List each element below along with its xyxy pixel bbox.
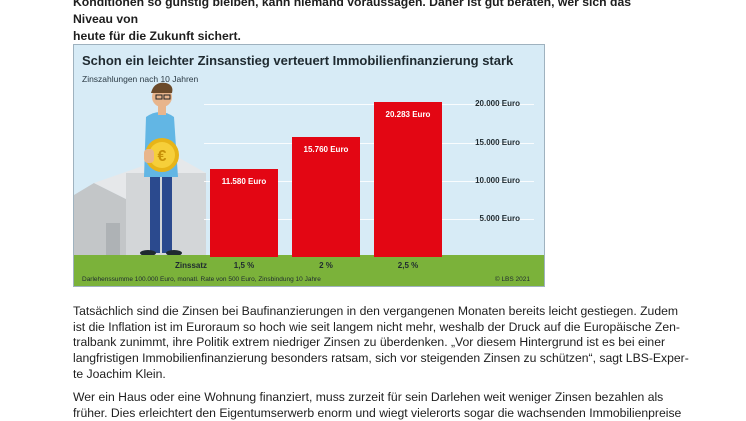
category-label: 1,5 %: [233, 261, 255, 270]
category-label: 2 %: [319, 261, 333, 270]
y-tick-label: 15.000 Euro: [475, 138, 520, 147]
house-and-man-illustration: €: [74, 82, 206, 257]
gridline: [204, 181, 534, 182]
paragraph-1-line: ist die Inflation ist im Euroraum so hoc…: [73, 319, 680, 334]
intro-paragraph: Konditionen so günstig bleiben, kann nie…: [73, 0, 633, 51]
bar-value-label: 11.580 Euro: [221, 177, 267, 186]
category-label: 2,5 %: [397, 261, 419, 270]
paragraph-2-line: Wer ein Haus oder eine Wohnung finanzier…: [73, 390, 664, 404]
svg-text:€: €: [158, 148, 167, 165]
bar-value-label: 15.760 Euro: [303, 145, 349, 154]
ground-strip: [74, 255, 544, 286]
interest-rate-caption: Zinssatz: [175, 261, 208, 270]
paragraph-2: Wer ein Haus oder eine Wohnung finanzier…: [73, 390, 682, 421]
infographic: € Schon ein leichter Zinsanstieg verteue…: [73, 44, 545, 287]
paragraph-1-line: te Joachim Klein.: [73, 366, 166, 381]
bar: [292, 137, 360, 257]
copyright-note: © LBS 2021: [494, 276, 530, 283]
gridline: [204, 143, 534, 144]
bar-value-label: 20.283 Euro: [385, 110, 431, 119]
chart-title: Schon ein leichter Zinsanstieg verteuert…: [82, 53, 514, 68]
gridline: [204, 219, 534, 220]
house-icon: [74, 155, 206, 257]
footnote: Darlehenssumme 100.000 Euro, monatl. Rat…: [82, 276, 321, 283]
chart-subtitle: Zinszahlungen nach 10 Jahren: [82, 74, 199, 84]
bar: [210, 169, 278, 257]
paragraph-2-line: früher. Dies erleichtert den Eigentumser…: [73, 405, 682, 420]
paragraph-1: Tatsächlich sind die Zinsen bei Baufinan…: [73, 304, 689, 383]
intro-line-1: Konditionen so günstig bleiben, kann nie…: [73, 0, 632, 26]
euro-coin-icon: €: [144, 138, 179, 172]
paragraph-1-line: langfristigen Immobilienfinanzierung bes…: [73, 351, 689, 366]
bar: [374, 102, 442, 257]
y-tick-label: 10.000 Euro: [475, 176, 520, 185]
y-tick-label: 20.000 Euro: [475, 99, 520, 108]
gridline: [204, 104, 534, 105]
intro-line-2: heute für die Zukunft sichert.: [73, 29, 241, 43]
paragraph-1-line: Tatsächlich sind die Zinsen bei Baufinan…: [73, 304, 679, 318]
paragraph-1-line: tralbank zunimmt, ihre Politik extrem ni…: [73, 335, 666, 350]
y-tick-label: 5.000 Euro: [479, 214, 520, 223]
